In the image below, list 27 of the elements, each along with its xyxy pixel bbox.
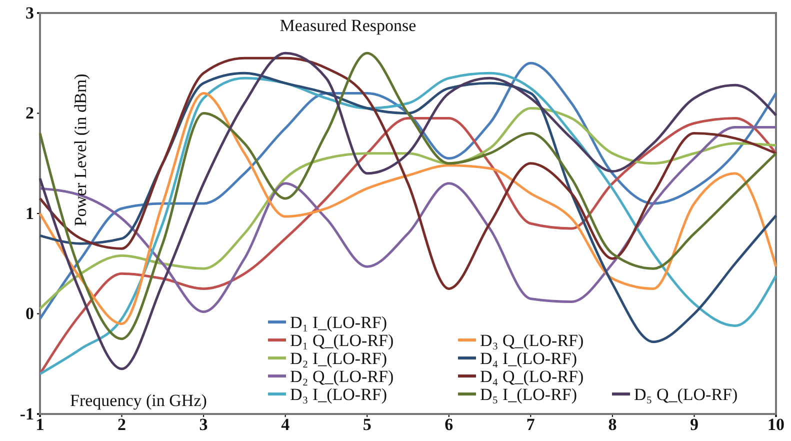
legend-label: D₄ Q_(LO-RF)	[480, 367, 584, 386]
legend-label: D₂ Q_(LO-RF)	[290, 367, 394, 386]
x-tick-label: 8	[608, 415, 617, 434]
x-tick-label: 7	[526, 415, 536, 434]
y-tick-label: 3	[26, 3, 34, 22]
x-tick-label: 3	[199, 415, 208, 434]
legend-label: D₁ I_(LO-RF)	[290, 313, 388, 332]
legend-label: D₃ Q_(LO-RF)	[480, 331, 584, 350]
y-tick-label: -1	[20, 404, 34, 424]
x-tick-label: 5	[362, 415, 372, 434]
x-tick-label: 4	[281, 415, 290, 434]
y-axis-title: Power Level (in dBm)	[71, 74, 90, 226]
legend-label: D₅ I_(LO-RF)	[480, 385, 578, 404]
legend-label: D₄ I_(LO-RF)	[480, 349, 578, 368]
x-tick-label: 6	[444, 415, 454, 434]
legend-label: D₅ Q_(LO-RF)	[634, 385, 738, 404]
x-axis-title: Frequency (in GHz)	[70, 391, 207, 410]
legend-label: D₂ I_(LO-RF)	[290, 349, 388, 368]
legend-label: D₃ I_(LO-RF)	[290, 385, 388, 404]
chart-title: Measured Response	[280, 16, 416, 35]
x-tick-label: 2	[118, 415, 126, 434]
x-tick-label: 9	[690, 415, 698, 434]
y-tick-label: 1	[26, 204, 34, 223]
legend-label: D₁ Q_(LO-RF)	[290, 331, 394, 350]
y-tick-label: 0	[26, 304, 34, 324]
x-tick-label: 10	[768, 415, 784, 434]
y-tick-label: 2	[26, 104, 34, 123]
